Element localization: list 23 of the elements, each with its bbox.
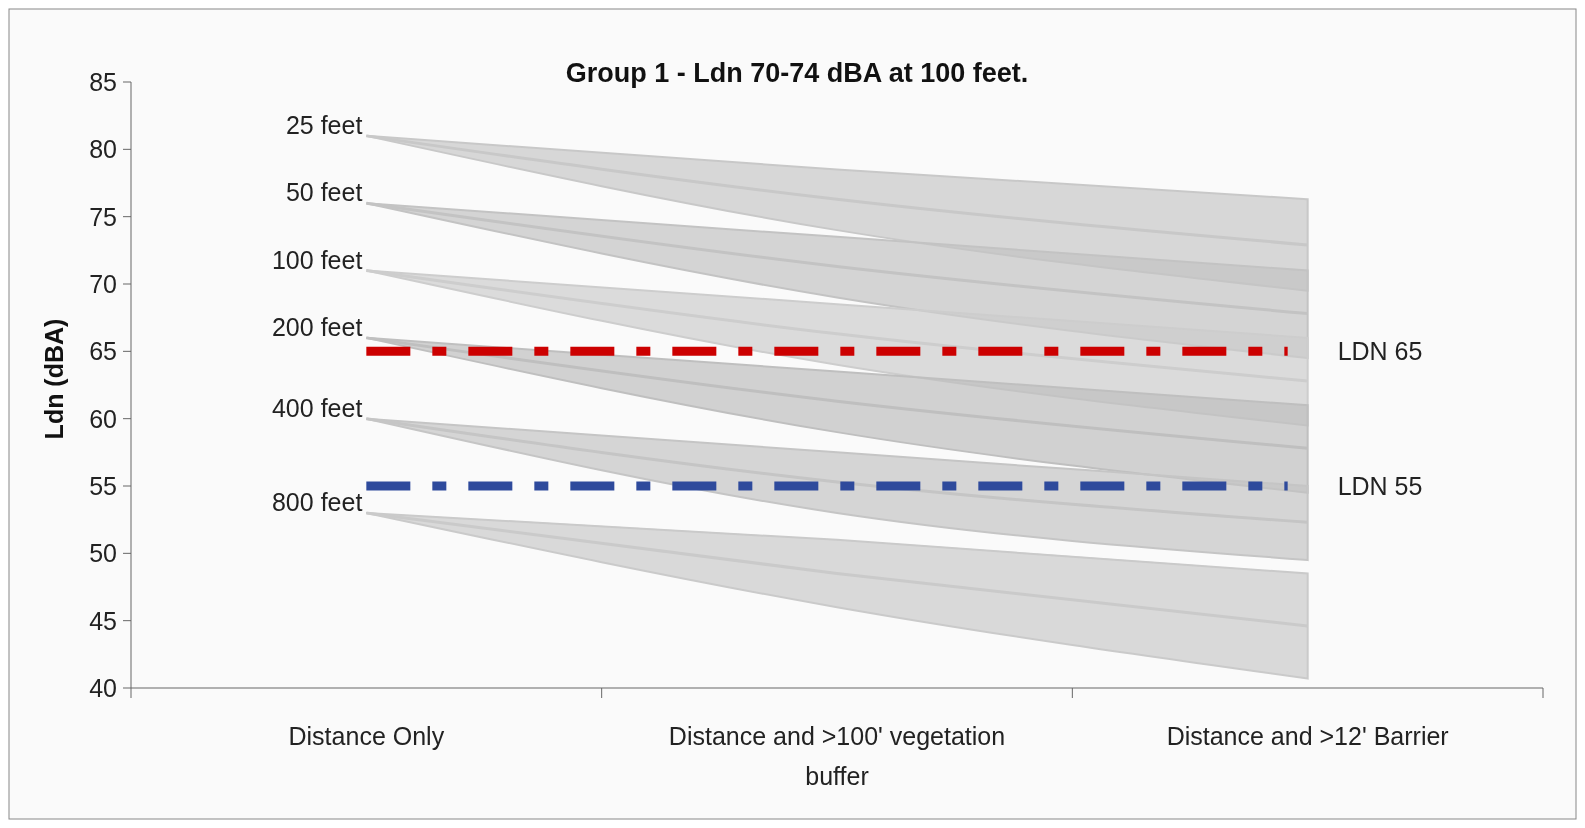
series-label: 100 feet <box>271 245 363 274</box>
y-tick-label: 55 <box>89 472 117 500</box>
y-tick-label: 65 <box>89 337 117 366</box>
y-tick-label: 80 <box>89 135 117 164</box>
y-tick-label: 75 <box>89 202 117 231</box>
chart-title: Group 1 - Ldn 70-74 dBA at 100 feet. <box>565 58 1029 88</box>
series-label: 800 feet <box>271 487 363 516</box>
x-tick-label: Distance and >12' Barrier <box>1166 722 1449 750</box>
y-tick-label: 85 <box>89 68 117 96</box>
ref-line-label: LDN 55 <box>1337 472 1423 500</box>
y-tick-label: 40 <box>89 674 117 702</box>
series-label: 200 feet <box>271 312 363 341</box>
series-label: 400 feet <box>271 393 363 422</box>
y-axis-title: Ldn (dBA) <box>40 318 68 440</box>
x-tick-label: Distance Only <box>288 722 445 750</box>
y-tick-label: 45 <box>89 606 117 635</box>
series-label: 25 feet <box>285 110 363 139</box>
series-label: 50 feet <box>285 178 363 207</box>
ref-line-label: LDN 65 <box>1337 337 1423 366</box>
y-tick-label: 50 <box>89 539 117 568</box>
y-tick-label: 60 <box>89 404 117 433</box>
x-tick-label: Distance and >100' vegetation buffer <box>668 722 1006 790</box>
y-tick-label: 70 <box>89 270 117 298</box>
